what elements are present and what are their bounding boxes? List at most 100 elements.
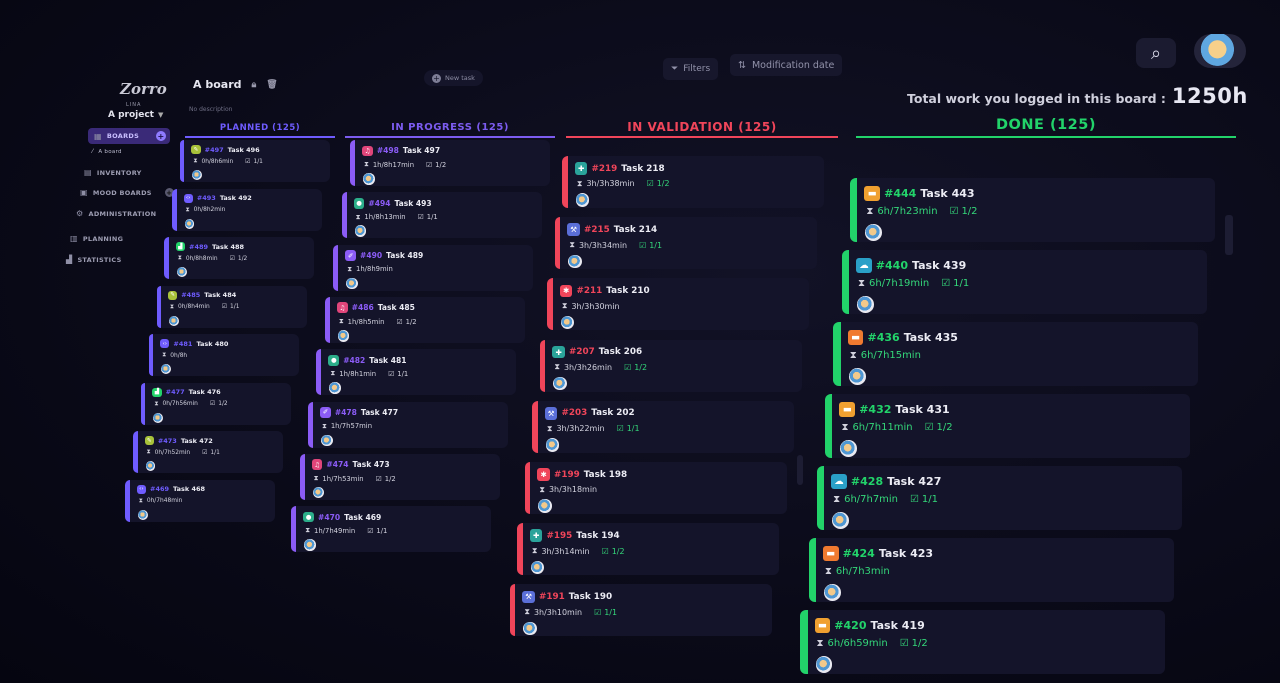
- assignee-avatar[interactable]: [823, 584, 841, 601]
- task-card[interactable]: ✚ #219 Task 218 ⧗ 3h/3h38min ☑ 1/2: [562, 156, 824, 208]
- task-title[interactable]: Task 468: [173, 485, 206, 494]
- task-card[interactable]: ▬ #420 Task 419 ⧗ 6h/6h59min ☑ 1/2: [800, 610, 1166, 674]
- task-number[interactable]: #211: [576, 285, 603, 296]
- task-title[interactable]: Task 210: [606, 285, 650, 296]
- task-card[interactable]: ▟ #489 Task 488 ⧗ 0h/8h8min ☑ 1/2: [164, 237, 315, 279]
- task-number[interactable]: #482: [343, 355, 366, 365]
- task-title[interactable]: Task 485: [377, 303, 415, 313]
- task-title[interactable]: Task 431: [895, 403, 950, 417]
- task-number[interactable]: #424: [842, 547, 875, 561]
- assignee-avatar[interactable]: [354, 225, 367, 237]
- task-card[interactable]: ♫ #474 Task 473 ⧗ 1h/7h53min ☑ 1/2: [299, 453, 500, 500]
- task-number[interactable]: #478: [334, 407, 357, 417]
- app-logo[interactable]: Zorro: [120, 80, 167, 98]
- assignee-avatar[interactable]: [575, 193, 590, 207]
- task-title[interactable]: Task 469: [344, 512, 382, 522]
- task-title[interactable]: Task 480: [196, 339, 229, 348]
- task-title[interactable]: Task 473: [352, 460, 390, 470]
- task-title[interactable]: Task 218: [621, 163, 665, 174]
- task-card[interactable]: ✐ #490 Task 489 ⧗ 1h/8h9min: [333, 244, 534, 291]
- task-card[interactable]: ‹› #469 Task 468 ⧗ 0h/7h48min: [125, 479, 276, 522]
- task-card[interactable]: ✱ #199 Task 198 ⧗ 3h/3h18min: [524, 462, 787, 514]
- assignee-avatar[interactable]: [865, 224, 883, 241]
- task-card[interactable]: ▬ #436 Task 435 ⧗ 6h/7h15min: [833, 322, 1199, 386]
- assignee-avatar[interactable]: [346, 277, 358, 290]
- sidebar-item-inventory[interactable]: ▤ INVENTORY: [84, 168, 142, 177]
- task-title[interactable]: Task 489: [386, 251, 424, 260]
- task-card[interactable]: ☁ #440 Task 439 ⧗ 6h/7h19min ☑ 1/1: [841, 250, 1207, 314]
- task-title[interactable]: Task 496: [227, 145, 260, 154]
- assignee-avatar[interactable]: [363, 173, 375, 185]
- task-title[interactable]: Task 439: [912, 259, 967, 273]
- task-card[interactable]: ⚒ #203 Task 202 ⧗ 3h/3h22min ☑ 1/1: [532, 400, 794, 453]
- assignee-avatar[interactable]: [192, 170, 203, 181]
- sidebar-item-administration[interactable]: ⚙ ADMINISTRATION: [76, 209, 156, 218]
- task-title[interactable]: Task 481: [369, 355, 407, 365]
- task-number[interactable]: #470: [318, 512, 341, 522]
- task-title[interactable]: Task 202: [591, 408, 635, 419]
- filters-button[interactable]: ⏷ Filters: [663, 58, 719, 80]
- assignee-avatar[interactable]: [568, 254, 582, 269]
- assignee-avatar[interactable]: [329, 382, 341, 394]
- assignee-avatar[interactable]: [815, 656, 833, 673]
- sort-modification-date-button[interactable]: ⇅ Modification date: [730, 54, 843, 76]
- task-title[interactable]: Task 194: [576, 530, 620, 541]
- task-number[interactable]: #219: [591, 163, 618, 174]
- task-number[interactable]: #473: [157, 436, 177, 445]
- task-title[interactable]: Task 443: [920, 187, 975, 201]
- assignee-avatar[interactable]: [153, 412, 164, 423]
- assignee-avatar[interactable]: [337, 330, 350, 342]
- task-number[interactable]: #494: [368, 198, 391, 208]
- assignee-avatar[interactable]: [145, 461, 156, 472]
- column-scrollbar[interactable]: [797, 455, 803, 485]
- task-card[interactable]: ● #494 Task 493 ⧗ 1h/8h13min ☑ 1/1: [341, 192, 542, 239]
- add-board-icon[interactable]: +: [156, 131, 166, 141]
- task-number[interactable]: #485: [181, 291, 201, 300]
- project-selector[interactable]: A project ▼: [108, 110, 163, 120]
- assignee-avatar[interactable]: [840, 440, 858, 457]
- assignee-avatar[interactable]: [857, 296, 874, 313]
- task-title[interactable]: Task 214: [613, 224, 658, 235]
- task-number[interactable]: #436: [867, 331, 900, 345]
- task-number[interactable]: #199: [553, 469, 580, 480]
- task-number[interactable]: #420: [834, 619, 867, 633]
- task-title[interactable]: Task 427: [887, 475, 942, 489]
- sidebar-item-boards[interactable]: ▦ BOARDS +: [88, 128, 170, 144]
- assignee-avatar[interactable]: [321, 434, 333, 447]
- assignee-avatar[interactable]: [848, 368, 866, 385]
- task-title[interactable]: Task 423: [878, 547, 934, 561]
- task-card[interactable]: ✚ #195 Task 194 ⧗ 3h/3h14min ☑ 1/2: [517, 523, 779, 576]
- task-title[interactable]: Task 488: [212, 242, 245, 251]
- task-title[interactable]: Task 206: [598, 347, 643, 358]
- trash-icon[interactable]: 🗑︎: [266, 79, 278, 90]
- task-card[interactable]: ♫ #498 Task 497 ⧗ 1h/8h17min ☑ 1/2: [350, 140, 550, 186]
- assignee-avatar[interactable]: [530, 560, 545, 575]
- task-number[interactable]: #489: [189, 242, 209, 251]
- task-card[interactable]: ✎ #497 Task 496 ⧗ 0h/8h6min ☑ 1/1: [180, 140, 330, 182]
- assignee-avatar[interactable]: [545, 438, 560, 452]
- sidebar-item-statistics[interactable]: ▟ STATISTICS: [66, 255, 122, 264]
- task-number[interactable]: #493: [196, 194, 216, 203]
- task-title[interactable]: Task 477: [360, 407, 399, 417]
- task-number[interactable]: #498: [376, 146, 399, 156]
- task-card[interactable]: ▬ #432 Task 431 ⧗ 6h/7h11min ☑ 1/2: [825, 394, 1191, 458]
- assignee-avatar[interactable]: [137, 509, 148, 520]
- task-number[interactable]: #444: [884, 187, 917, 201]
- task-title[interactable]: Task 198: [583, 469, 628, 480]
- task-title[interactable]: Task 472: [180, 436, 213, 445]
- sidebar-item-moodboards[interactable]: ▣ MOOD BOARDS +: [80, 188, 174, 197]
- task-card[interactable]: ✎ #473 Task 472 ⧗ 0h/7h52min ☑ 1/1: [133, 431, 284, 473]
- task-number[interactable]: #432: [859, 403, 892, 417]
- assignee-avatar[interactable]: [312, 486, 325, 499]
- add-moodboard-icon[interactable]: +: [164, 188, 174, 197]
- search-button[interactable]: ⌕: [1136, 38, 1176, 68]
- task-card[interactable]: ♫ #486 Task 485 ⧗ 1h/8h5min ☑ 1/2: [324, 296, 525, 343]
- task-number[interactable]: #428: [850, 475, 884, 489]
- task-title[interactable]: Task 492: [219, 194, 252, 203]
- task-card[interactable]: ‹› #481 Task 480 ⧗ 0h/8h: [148, 334, 299, 376]
- task-card[interactable]: ✚ #207 Task 206 ⧗ 3h/3h26min ☑ 1/2: [539, 339, 802, 392]
- task-number[interactable]: #191: [538, 591, 565, 602]
- task-number[interactable]: #203: [561, 408, 588, 419]
- assignee-avatar[interactable]: [538, 499, 552, 513]
- task-number[interactable]: #474: [326, 460, 349, 470]
